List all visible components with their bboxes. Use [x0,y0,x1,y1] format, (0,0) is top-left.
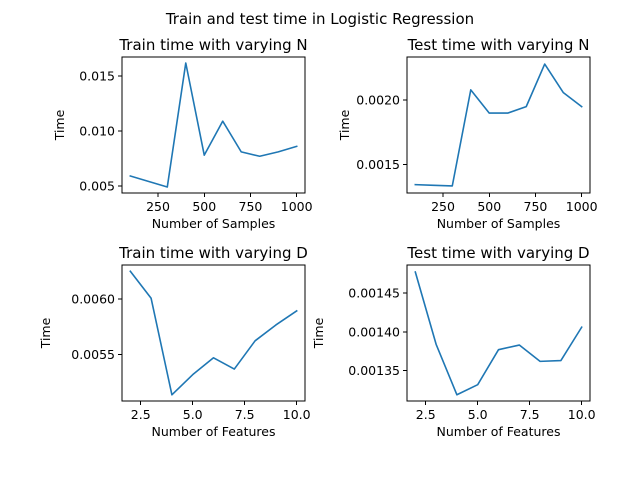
figure-suptitle: Train and test time in Logistic Regressi… [165,10,474,28]
x-tick-label: 5.0 [183,407,203,422]
x-axis-label: Number of Features [152,424,276,439]
x-axis-label: Number of Samples [152,216,276,231]
x-tick-label: 10.0 [283,407,311,422]
subplot-title: Test time with varying D [406,244,589,262]
plot-frame [406,56,591,194]
y-tick-label: 0.00140 [348,324,400,339]
x-tick-label: 250 [146,199,170,214]
subplot-title: Train time with varying N [118,36,307,54]
subplot-test-time-n: Test time with varying N Number of Sampl… [337,36,598,231]
x-tick-label: 5.0 [468,407,488,422]
plot-frame [121,56,306,194]
subplot-title: Train time with varying D [118,244,308,262]
y-tick-label: 0.00135 [348,363,400,378]
y-tick-label: 0.0055 [71,347,115,362]
y-tick-label: 0.010 [79,124,115,139]
y-axis-label: Time [38,317,53,349]
y-tick-label: 0.0020 [356,93,400,108]
series-line [414,63,583,187]
y-tick-label: 0.0015 [356,157,400,172]
x-tick-label: 750 [524,199,548,214]
y-tick-label: 0.0060 [71,292,115,307]
y-tick-label: 0.005 [79,178,115,193]
x-tick-label: 2.5 [416,407,436,422]
subplot-title: Test time with varying N [407,36,590,54]
x-tick-label: 1000 [281,199,313,214]
x-tick-label: 500 [477,199,501,214]
series-line [129,62,298,188]
plot-frame [121,264,306,402]
subplot-test-time-d: Test time with varying D Number of Featu… [311,244,596,439]
x-tick-label: 2.5 [131,407,151,422]
x-tick-label: 1000 [566,199,598,214]
x-axis-label: Number of Samples [437,216,561,231]
x-tick-label: 7.5 [235,407,255,422]
x-tick-label: 750 [239,199,263,214]
x-tick-label: 10.0 [568,407,596,422]
y-axis-label: Time [52,109,67,141]
x-axis-label: Number of Features [437,424,561,439]
y-tick-label: 0.015 [79,69,115,84]
y-axis-label: Time [337,109,352,141]
y-tick-label: 0.00145 [348,285,400,300]
x-tick-label: 7.5 [520,407,540,422]
series-line [129,270,298,396]
y-axis-label: Time [311,317,326,349]
plot-frame [406,264,591,402]
series-line [414,271,583,396]
subplot-train-time-n: Train time with varying N Number of Samp… [52,36,313,231]
x-tick-label: 500 [192,199,216,214]
x-tick-label: 250 [431,199,455,214]
subplot-train-time-d: Train time with varying D Number of Feat… [38,244,311,439]
